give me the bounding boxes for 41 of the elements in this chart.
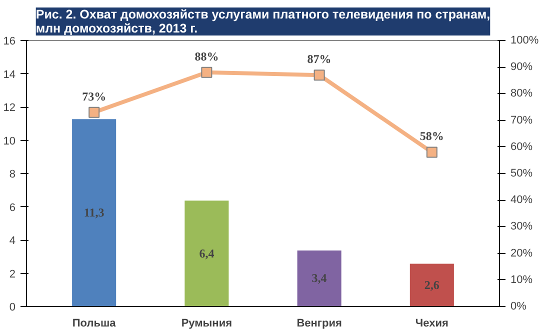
y-tick-label: 6 <box>9 202 16 214</box>
x-tick-label: Венгрия <box>296 318 342 330</box>
data-label: 58% <box>420 129 444 144</box>
data-label: 73% <box>82 89 106 104</box>
data-label: 2,6 <box>424 278 440 292</box>
y2-tick-label: 100% <box>510 34 539 46</box>
y-tick-label: 16 <box>3 36 16 48</box>
x-tick-label: Польша <box>72 318 117 330</box>
y2-tick-label: 60% <box>510 140 533 153</box>
x-tick-label: Румыния <box>181 318 232 330</box>
data-label: 3,4 <box>312 271 327 286</box>
bar <box>71 118 118 306</box>
bar <box>408 262 455 306</box>
point <box>201 66 212 78</box>
y-tick-label: 2 <box>9 268 16 280</box>
bar <box>296 249 342 306</box>
y2-tick-label: 0% <box>510 300 527 312</box>
data-label: 88% <box>194 49 219 64</box>
point <box>426 146 438 158</box>
y2-tick-label: 80% <box>510 88 533 100</box>
data-label: 87% <box>307 52 332 66</box>
y2-tick-label: 10% <box>510 274 533 286</box>
y-tick-label: 10 <box>3 135 16 148</box>
y2-tick-label: 20% <box>510 247 533 260</box>
data-label: 11,3 <box>84 206 104 220</box>
y-tick-label: 8 <box>9 168 16 180</box>
data-label: 6,4 <box>199 246 214 260</box>
y2-tick-label: 50% <box>510 168 533 180</box>
y2-tick-label: 90% <box>510 61 533 74</box>
bar <box>184 200 230 306</box>
x-tick-label: Чехия <box>415 318 448 330</box>
y2-tick-label: 70% <box>510 114 533 126</box>
y-tick-label: 4 <box>9 235 16 247</box>
chart-title: Рис. 2. Охват домохозяйств услугами платного телевидения по странам, млн домохозяйств, 2013 г. <box>36 8 490 36</box>
y-tick-label: 12 <box>3 102 16 114</box>
y-tick-label: 0 <box>9 302 16 314</box>
point <box>314 70 325 81</box>
y2-tick-label: 40% <box>510 194 533 206</box>
y-tick-label: 14 <box>3 68 16 81</box>
y2-tick-label: 30% <box>510 220 533 233</box>
point <box>88 106 100 118</box>
